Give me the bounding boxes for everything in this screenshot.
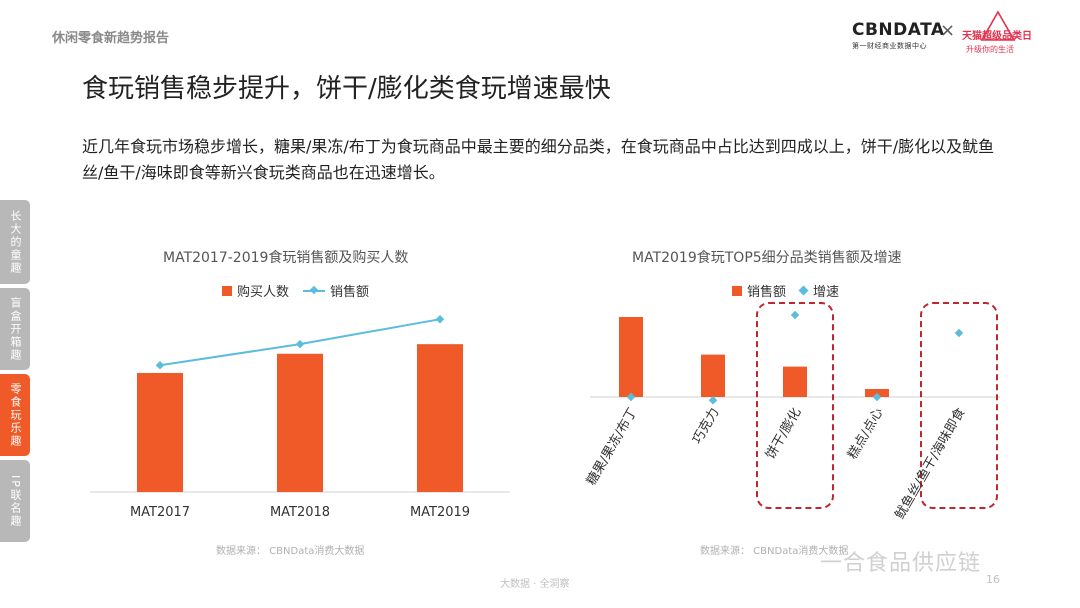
watermark: 一合食品供应链 <box>820 551 982 576</box>
chart2-legend-dot-label: 增速 <box>813 285 840 300</box>
chart1-bar <box>137 372 183 492</box>
chart2-growth-point <box>708 396 718 405</box>
chart2-source: 数据来源： CBNData消费大数据 <box>700 546 849 557</box>
chart1-x-tick-label: MAT2017 <box>130 505 190 520</box>
tmall-logo-triangle <box>980 10 1016 41</box>
chart1-legend-bar-label: 购买人数 <box>237 285 290 300</box>
chart2-x-tick-label: 鱿鱼丝/鱼干/海味即食 <box>892 405 969 522</box>
chart1-x-tick-label: MAT2019 <box>410 505 470 520</box>
chart2-bar <box>701 354 725 397</box>
side-tab-ip-collab[interactable]: IP联名趣 <box>0 460 30 542</box>
chart1-legend-bar: 购买人数 <box>222 281 289 300</box>
chart1-bar <box>417 344 463 492</box>
page-description: 近几年食玩市场稳步增长，糖果/果冻/布丁为食玩商品中最主要的细分品类，在食玩商品… <box>82 137 995 182</box>
report-title: 休闲零食新趋势报告 <box>52 31 170 46</box>
cbndata-logo-subtext: 第一财经商业数据中心 <box>852 42 927 50</box>
chart1-x-tick-label: MAT2018 <box>270 505 330 520</box>
footer-text: 大数据 · 全洞察 <box>500 579 570 590</box>
chart1-source: 数据来源： CBNData消费大数据 <box>216 546 365 557</box>
chart2-highlight-box <box>756 302 834 509</box>
cbndata-logo-text: CBNDATA <box>852 20 945 40</box>
chart1-legend-line-label: 销售额 <box>330 285 370 300</box>
chart2-growth-point <box>872 392 882 402</box>
legend-bar-swatch <box>732 285 742 296</box>
tmall-logo-text: 天猫超级品类日 <box>962 31 1032 42</box>
chart1-legend-line: 销售额 <box>303 281 369 300</box>
chart1-legend: 购买人数 销售额 <box>222 281 383 300</box>
chart2-growth-point <box>954 328 964 338</box>
chart1-bar <box>277 353 323 492</box>
chart2-plot: 糖果/果冻/布丁 巧克力 饼干/膨化 糕点/点心 鱿鱼丝/鱼干/海味即食 <box>583 302 1000 522</box>
chart2-legend-bar-label: 销售额 <box>747 285 787 300</box>
side-tab-childhood[interactable]: 长大的童趣 <box>0 200 30 284</box>
legend-bar-swatch <box>222 285 232 296</box>
legend-dot-swatch <box>798 285 809 296</box>
chart1-plot: MAT2017 MAT2018 MAT2019 <box>90 314 510 520</box>
chart2-x-tick-label: 巧克力 <box>690 406 722 447</box>
chart2-title: MAT2019食玩TOP5细分品类销售额及增速 <box>632 250 902 266</box>
tmall-logo: 天猫超级品类日 升级你的生活 <box>962 10 1034 60</box>
chart1-line-point <box>155 361 165 370</box>
logo-separator: × <box>940 20 956 41</box>
chart1-title: MAT2017-2019食玩销售额及购买人数 <box>163 250 409 266</box>
page-title: 食玩销售稳步提升，饼干/膨化类食玩增速最快 <box>82 74 611 104</box>
chart2-bar <box>783 366 807 397</box>
side-tab-snack-play[interactable]: 零食玩乐趣 <box>0 374 30 456</box>
chart2-highlight-box <box>920 302 998 509</box>
chart1-line-point <box>435 314 445 324</box>
chart2-growth-point <box>626 392 636 402</box>
chart2-legend-bar: 销售额 <box>732 281 786 300</box>
cbndata-logo: CBNDATA 第一财经商业数据中心 <box>852 20 945 51</box>
tmall-logo-subtext: 升级你的生活 <box>966 45 1014 54</box>
chart2-legend: 销售额 增速 <box>732 281 853 300</box>
chart2-x-tick-label: 糕点/点心 <box>845 406 886 462</box>
page-number: 16 <box>986 573 1000 586</box>
chart2-bar <box>619 317 643 397</box>
chart2-x-tick-label: 糖果/果冻/布丁 <box>583 405 640 488</box>
chart1-line-point <box>295 339 305 349</box>
side-tab-blindbox[interactable]: 盲盒开箱趣 <box>0 288 30 370</box>
chart2-legend-dot: 增速 <box>798 281 840 300</box>
legend-line-swatch <box>303 289 326 292</box>
chart2-x-tick-label: 饼干/膨化 <box>763 406 804 462</box>
chart2-growth-point <box>790 310 800 320</box>
